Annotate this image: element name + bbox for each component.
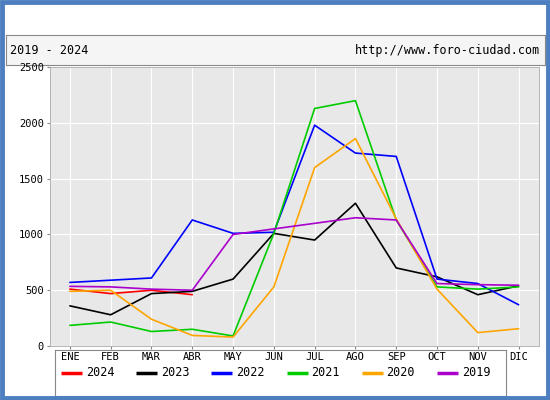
Text: http://www.foro-ciudad.com: http://www.foro-ciudad.com bbox=[355, 44, 540, 57]
Text: Evolucion Nº Turistas Nacionales en el municipio de Arredondo: Evolucion Nº Turistas Nacionales en el m… bbox=[31, 11, 519, 24]
Text: 2020: 2020 bbox=[387, 366, 415, 380]
Text: 2019 - 2024: 2019 - 2024 bbox=[10, 44, 88, 57]
Text: 2021: 2021 bbox=[311, 366, 340, 380]
Text: 2019: 2019 bbox=[461, 366, 490, 380]
Text: 2023: 2023 bbox=[161, 366, 190, 380]
Text: 2022: 2022 bbox=[236, 366, 265, 380]
Text: 2024: 2024 bbox=[86, 366, 114, 380]
